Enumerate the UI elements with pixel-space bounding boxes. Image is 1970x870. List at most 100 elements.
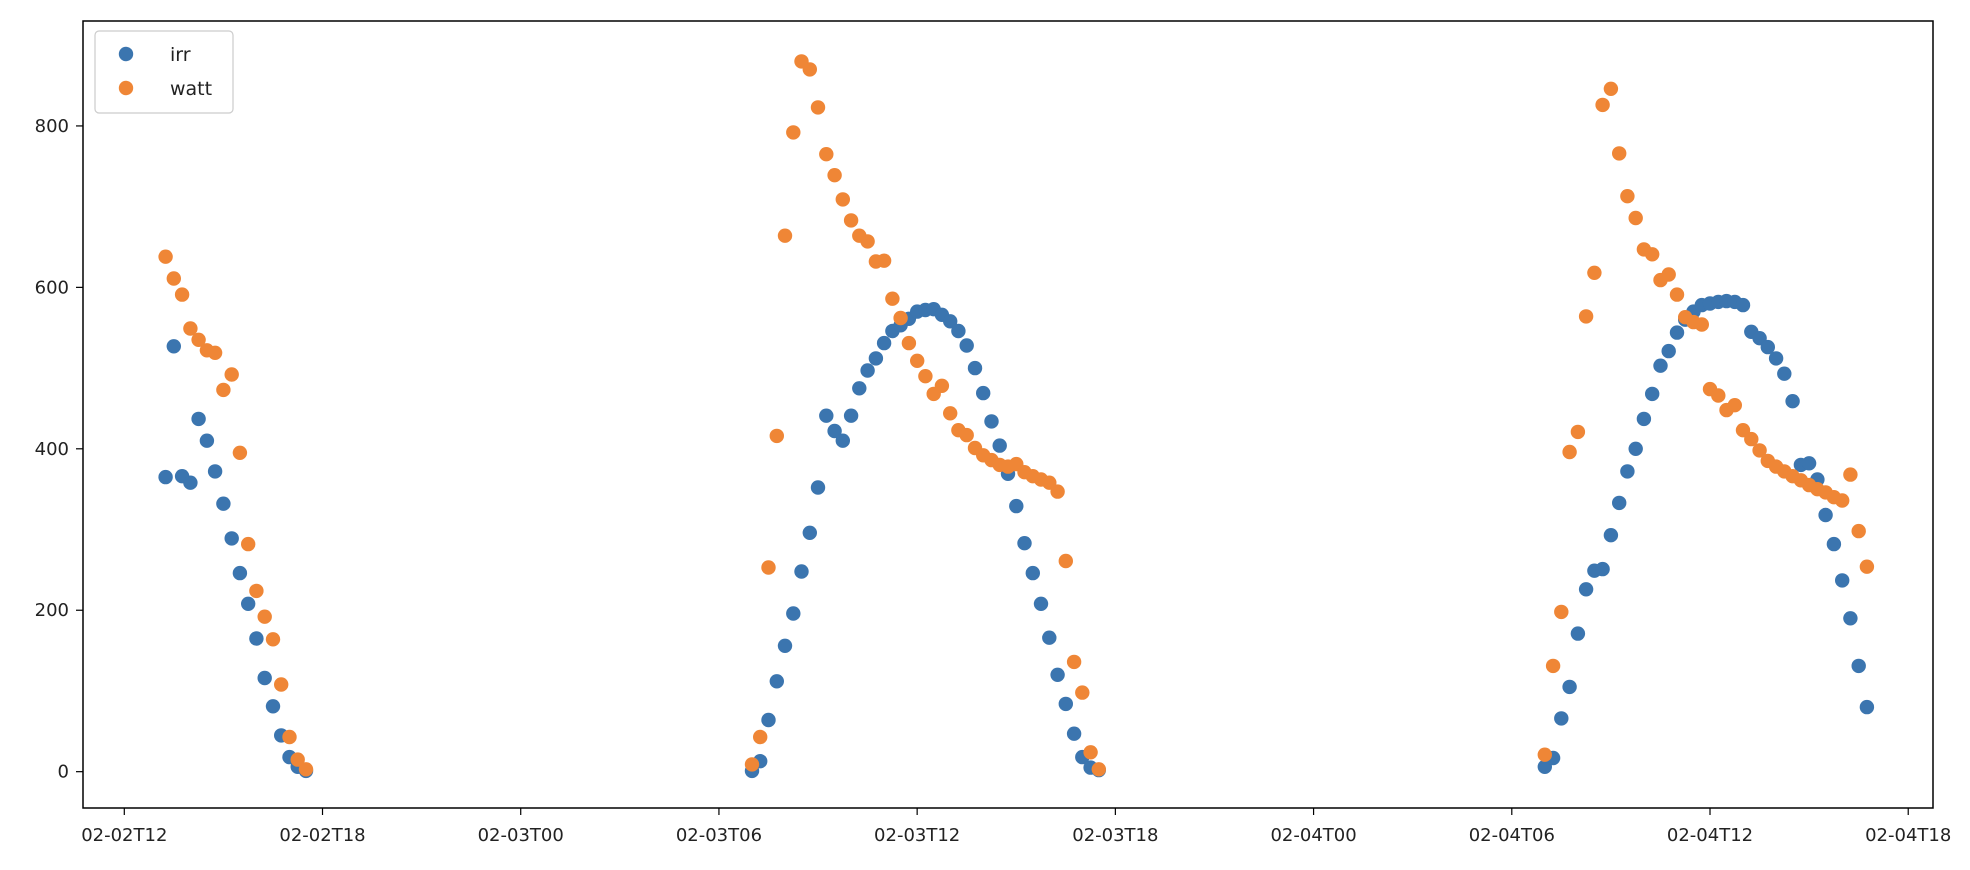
data-point-irr [1653,358,1668,373]
data-point-watt [1587,265,1602,280]
data-point-irr [943,314,958,329]
data-point-watt [166,271,181,286]
data-point-irr [1578,582,1594,597]
data-point-irr [786,606,801,621]
data-point-irr [191,411,206,427]
data-point-irr [199,433,215,448]
data-point-irr [1768,351,1784,366]
data-point-watt [1669,287,1685,302]
data-point-watt [224,367,239,382]
data-point-irr [810,480,826,495]
data-point-irr [835,433,850,448]
data-point-watt [1570,424,1586,440]
data-point-irr [1777,366,1792,381]
data-point-irr [819,408,834,423]
data-point-watt [1620,189,1635,204]
data-point-watt [959,427,974,443]
data-point-irr [1554,711,1569,726]
data-point-irr [1570,626,1586,641]
series-watt [158,54,1875,777]
data-point-irr [1826,536,1842,552]
data-point-watt [893,310,908,326]
data-point-watt [216,382,231,398]
data-point-irr [1669,325,1685,340]
data-point-watt [1835,493,1850,508]
data-point-watt [1612,146,1627,161]
data-point-irr [1735,297,1751,313]
data-point-irr [249,631,264,646]
data-point-watt [786,125,801,140]
legend-label-irr: irr [170,44,191,66]
data-point-irr [1636,411,1652,427]
data-point-watt [1694,317,1710,332]
data-point-irr [1612,495,1627,511]
data-point-irr [1760,339,1776,355]
y-tick-label: 800 [35,116,69,137]
data-point-watt [1554,604,1569,620]
data-point-irr [1628,441,1643,456]
data-point-irr [992,438,1007,453]
data-point-watt [1091,762,1107,777]
data-point-watt [158,249,173,264]
data-point-irr [241,596,256,611]
data-point-irr [1859,699,1875,715]
data-point-watt [943,406,958,421]
data-point-irr [1645,386,1660,402]
data-point-watt [1752,443,1767,458]
data-point-watt [827,168,842,183]
legend-label-watt: watt [170,78,212,100]
data-point-irr [1562,679,1577,695]
data-point-watt [918,369,933,384]
y-tick-label: 400 [35,439,69,460]
data-point-irr [1785,394,1800,409]
data-point-irr [216,496,231,511]
legend: irr watt [94,30,234,114]
data-point-irr [794,564,809,579]
data-point-irr [1661,343,1676,359]
x-tick-label: 02-03T06 [676,825,762,846]
data-point-irr [1025,565,1041,581]
data-point-irr [1835,573,1850,588]
data-point-irr [761,712,776,728]
data-point-watt [1537,747,1553,762]
data-point-irr [868,351,884,366]
data-point-watt [1851,523,1866,539]
data-point-irr [769,674,784,689]
data-point-watt [274,677,289,692]
data-point-irr [158,469,173,485]
data-point-watt [802,62,817,77]
x-tick-label: 02-04T00 [1270,825,1356,846]
data-point-irr [1843,611,1858,626]
data-point-irr [1050,667,1065,682]
data-point-watt [1645,247,1660,262]
data-point-watt [1727,398,1743,413]
data-point-watt [843,213,859,228]
data-point-watt [885,291,900,306]
data-point-watt [1545,658,1561,674]
data-point-watt [1661,267,1676,282]
data-point-irr [1066,726,1082,741]
data-point-irr [843,408,859,423]
marks-layer [158,54,1875,779]
data-point-irr [1801,456,1817,471]
data-point-watt [1711,388,1726,403]
x-tick-label: 02-04T18 [1865,825,1951,846]
x-tick-label: 02-03T18 [1072,825,1158,846]
data-point-watt [1843,467,1858,482]
y-axis: 0 200 400 600 800 [35,116,83,783]
data-point-watt [1562,444,1577,460]
data-point-irr [802,525,817,540]
legend-box [94,30,234,114]
data-point-watt [876,253,892,268]
y-tick-label: 200 [35,600,69,621]
data-point-watt [282,729,297,745]
data-point-watt [1603,81,1619,97]
data-point-irr [1058,696,1074,712]
x-tick-label: 02-04T12 [1667,825,1753,846]
data-point-irr [1595,561,1610,577]
data-point-irr [1603,528,1619,543]
data-point-irr [984,414,999,429]
data-point-irr [224,531,239,546]
data-point-irr [183,475,198,490]
data-point-watt [901,335,917,351]
